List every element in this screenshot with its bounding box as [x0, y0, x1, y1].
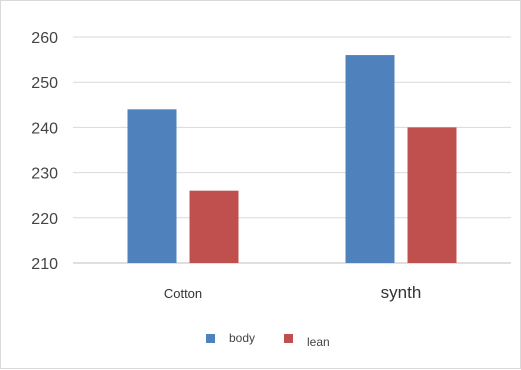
x-category-label: synth	[381, 283, 422, 302]
y-tick-label: 250	[31, 75, 58, 92]
x-axis-labels: Cotton synth	[164, 283, 421, 302]
y-tick-label: 210	[31, 256, 58, 273]
bars	[127, 55, 457, 264]
y-tick-label: 240	[31, 120, 58, 137]
y-axis-ticks: 210 220 230 240 250 260	[31, 30, 58, 273]
legend-label-lean: lean	[307, 335, 330, 349]
y-tick-label: 260	[31, 30, 58, 47]
legend-swatch-body	[206, 334, 215, 343]
x-category-label: Cotton	[164, 286, 202, 301]
legend: body lean	[206, 331, 330, 349]
y-tick-label: 220	[31, 211, 58, 228]
bar-body-synth	[345, 55, 395, 263]
y-tick-label: 230	[31, 166, 58, 183]
legend-label-body: body	[229, 331, 255, 345]
bar-lean-synth	[407, 127, 457, 264]
bar-lean-cotton	[189, 190, 239, 263]
legend-swatch-lean	[284, 334, 293, 343]
bar-body-cotton	[127, 109, 177, 263]
